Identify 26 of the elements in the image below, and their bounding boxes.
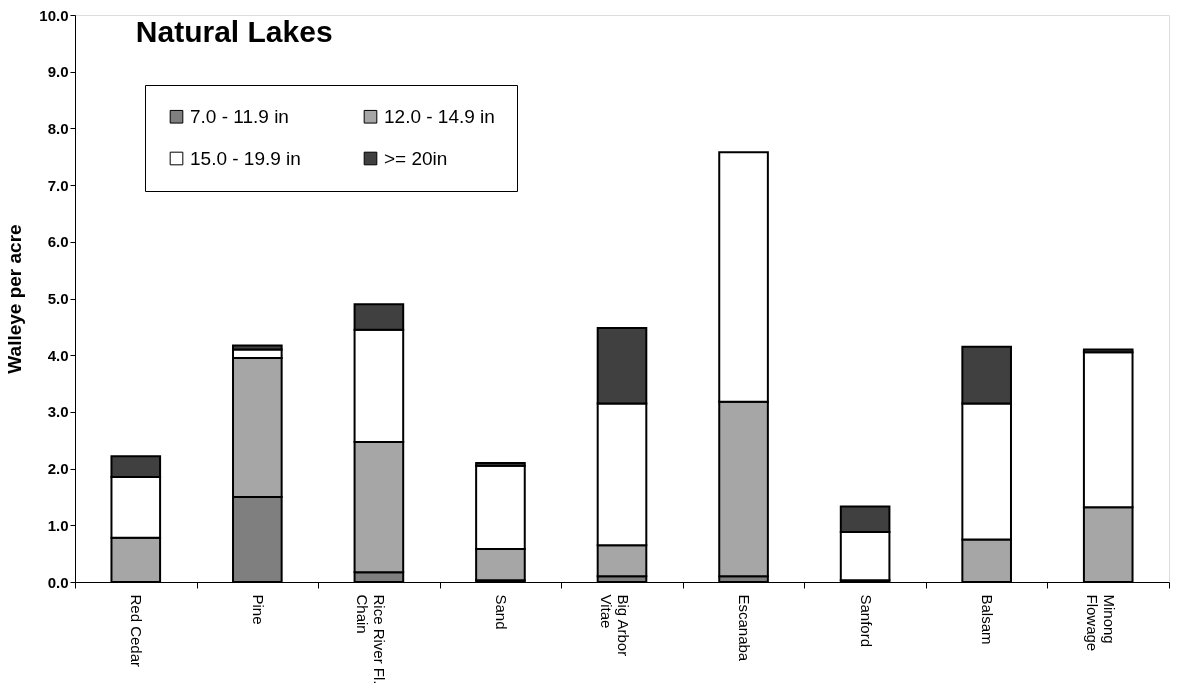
y-tick-label: 9.0 (47, 63, 69, 81)
x-tick-label: Pine (249, 594, 267, 625)
x-tick-label: Sanford (857, 594, 875, 648)
y-tick-label: 5.0 (47, 290, 69, 307)
x-tick-label: Red Cedar (128, 594, 146, 668)
y-tick-label: 8.0 (47, 119, 69, 137)
x-tick-label: Big Arbor Vitae (597, 594, 632, 657)
y-tick-label: 3.0 (47, 403, 69, 421)
legend-label: 15.0 - 19.9 in (190, 147, 301, 169)
y-tick-label: 4.0 (47, 346, 69, 364)
y-tick-label: 10.0 (39, 6, 69, 24)
chart-title: Natural Lakes (135, 15, 333, 48)
y-axis-title: Walleye per acre (4, 224, 26, 374)
x-tick-label: Sand (492, 594, 510, 630)
y-tick-label: 6.0 (47, 233, 69, 251)
y-tick-label: 7.0 (47, 176, 69, 194)
y-tick-label: 2.0 (47, 460, 69, 478)
x-tick-label: Rice River Fl. Chain (354, 594, 389, 685)
y-tick-label: 1.0 (47, 516, 69, 534)
legend-label: 7.0 - 11.9 in (190, 105, 289, 127)
legend-label: >= 20in (384, 147, 448, 169)
x-tick-label: Minong Flowage (1083, 594, 1118, 652)
y-tick-label: 0.0 (47, 573, 69, 591)
x-tick-label: Escanaba (736, 594, 754, 662)
legend-label: 12.0 - 14.9 in (384, 105, 495, 127)
x-tick-label: Balsam (979, 594, 997, 645)
